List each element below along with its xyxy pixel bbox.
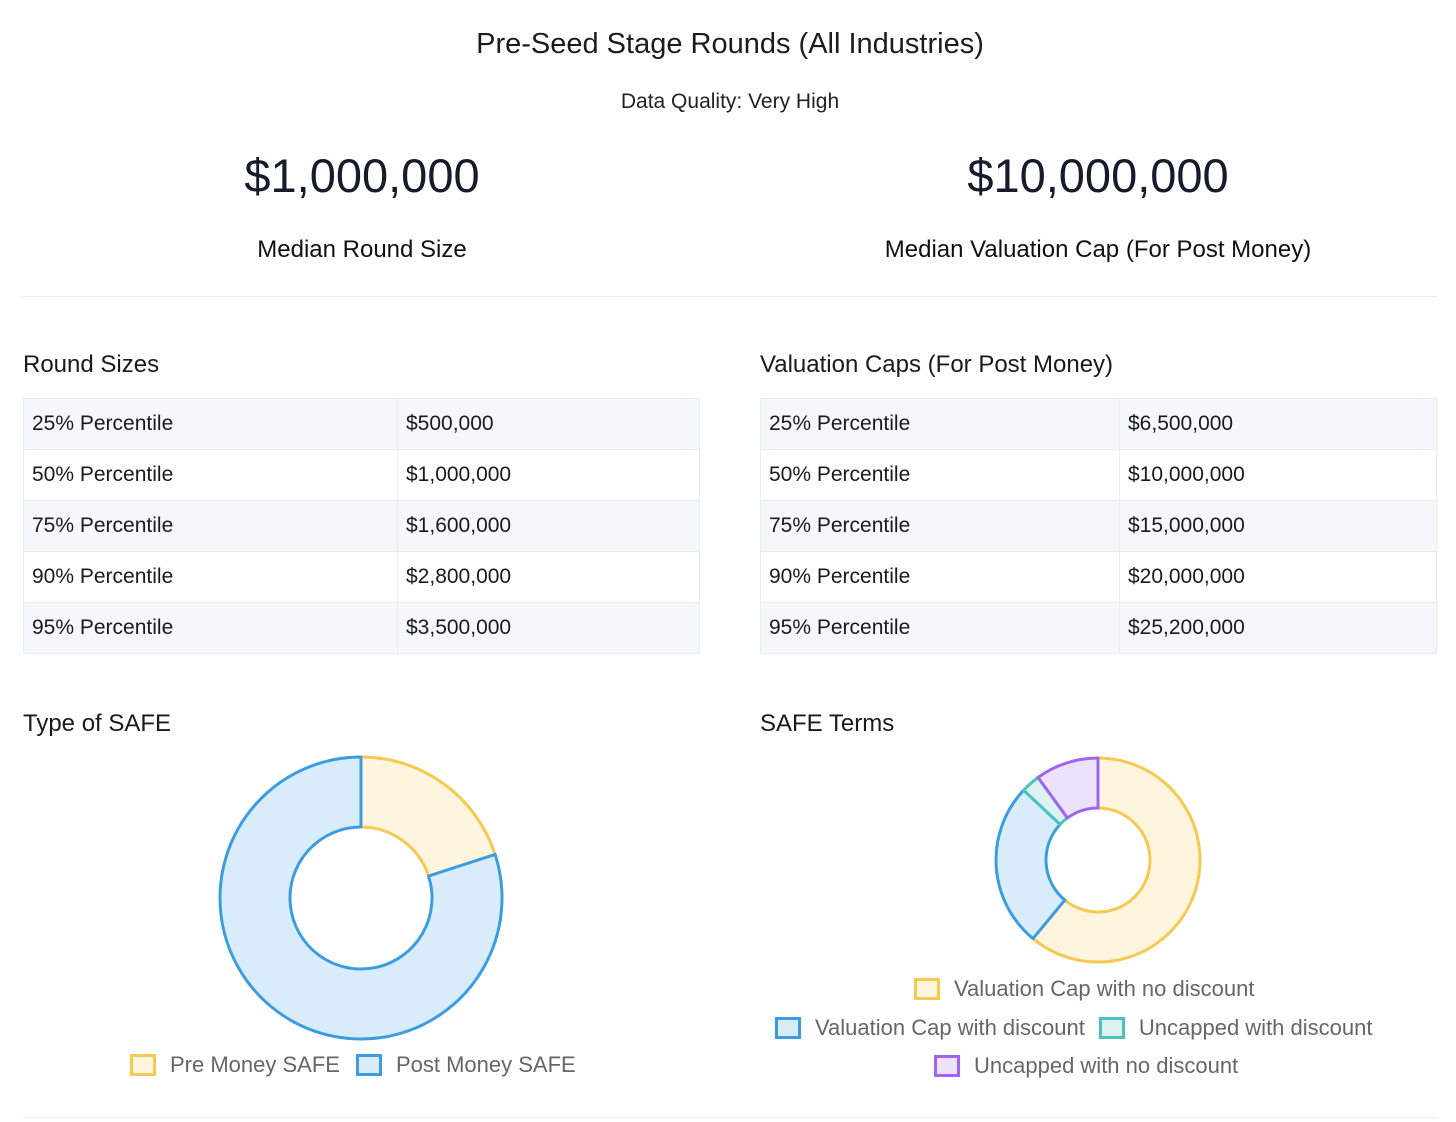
round-sizes-table: 25% Percentile $500,000 50% Percentile $1,… <box>23 398 700 654</box>
legend-swatch <box>934 1055 960 1077</box>
valuation-caps-title: Valuation Caps (For Post Money) <box>760 351 1114 378</box>
safe-terms-title: SAFE Terms <box>760 710 895 737</box>
median-round-size-label: Median Round Size <box>257 236 467 263</box>
percentile-label: 50% Percentile <box>760 449 1120 501</box>
legend-item-pre-money-safe[interactable]: Pre Money SAFE <box>130 1052 340 1078</box>
percentile-label: 25% Percentile <box>760 398 1120 450</box>
table-row: 50% Percentile $10,000,000 <box>760 449 1437 501</box>
table-row: 95% Percentile $25,200,000 <box>760 602 1437 654</box>
percentile-label: 95% Percentile <box>23 602 398 654</box>
table-row: 75% Percentile $1,600,000 <box>23 500 700 552</box>
legend-item-uncapped-with-discount[interactable]: Uncapped with discount <box>1098 1015 1373 1041</box>
slice-valuation-cap-with-discount[interactable] <box>994 788 1067 941</box>
legend-swatch <box>775 1017 801 1039</box>
legend-item-valuation-cap-with-discount[interactable]: Valuation Cap with discount <box>775 1015 1085 1041</box>
percentile-value: $15,000,000 <box>1119 500 1437 552</box>
legend-label: Valuation Cap with no discount <box>954 976 1255 1001</box>
slice-uncapped-with-no-discount[interactable] <box>1036 756 1100 820</box>
percentile-label: 95% Percentile <box>760 602 1120 654</box>
table-row: 95% Percentile $3,500,000 <box>23 602 700 654</box>
percentile-value: $1,000,000 <box>397 449 700 501</box>
percentile-value: $6,500,000 <box>1119 398 1437 450</box>
percentile-value: $3,500,000 <box>397 602 700 654</box>
median-valuation-cap-value: $10,000,000 <box>967 149 1229 202</box>
legend-swatch <box>914 978 940 1000</box>
table-row: 50% Percentile $1,000,000 <box>23 449 700 501</box>
legend-label: Valuation Cap with discount <box>815 1015 1085 1040</box>
percentile-label: 90% Percentile <box>23 551 398 603</box>
table-row: 25% Percentile $6,500,000 <box>760 398 1437 450</box>
percentile-label: 75% Percentile <box>23 500 398 552</box>
legend-swatch <box>1098 1017 1125 1039</box>
percentile-value: $500,000 <box>397 398 700 450</box>
legend-swatch <box>355 1054 382 1076</box>
slice-pre-money-safe[interactable] <box>359 755 497 878</box>
slice-post-money-safe[interactable] <box>218 755 504 1041</box>
table-row: 75% Percentile $15,000,000 <box>760 500 1437 552</box>
legend-label: Pre Money SAFE <box>170 1052 340 1077</box>
legend-label: Uncapped with discount <box>1138 1015 1373 1040</box>
legend-label: Post Money SAFE <box>395 1052 576 1077</box>
percentile-value: $10,000,000 <box>1119 449 1437 501</box>
median-round-size-value: $1,000,000 <box>244 149 480 202</box>
slice-valuation-cap-with-no-discount[interactable] <box>1031 756 1202 964</box>
data-quality-label: Data Quality: Very High <box>620 90 840 113</box>
legend-item-uncapped-no-discount[interactable]: Uncapped with no discount <box>934 1053 1238 1079</box>
percentile-value: $25,200,000 <box>1119 602 1437 654</box>
percentile-value: $2,800,000 <box>397 551 700 603</box>
top-divider <box>22 296 1438 297</box>
valuation-caps-table: 25% Percentile $6,500,000 50% Percentile $… <box>760 398 1437 654</box>
safe-terms-legend-row-1: Valuation Cap with no discount <box>914 976 1254 1002</box>
legend-item-post-money-safe[interactable]: Post Money SAFE <box>355 1052 576 1078</box>
legend-item-valuation-cap-no-discount[interactable]: Valuation Cap with no discount <box>914 976 1254 1002</box>
legend-swatch <box>130 1054 156 1076</box>
percentile-label: 25% Percentile <box>23 398 398 450</box>
table-row: 25% Percentile $500,000 <box>23 398 700 450</box>
bottom-divider <box>22 1117 1438 1118</box>
round-sizes-title: Round Sizes <box>23 351 160 378</box>
percentile-label: 50% Percentile <box>23 449 398 501</box>
page-title: Pre-Seed Stage Rounds (All Industries) <box>476 28 984 60</box>
median-valuation-cap-label: Median Valuation Cap (For Post Money) <box>884 236 1312 263</box>
percentile-value: $1,600,000 <box>397 500 700 552</box>
percentile-value: $20,000,000 <box>1119 551 1437 603</box>
type-of-safe-title: Type of SAFE <box>23 710 172 737</box>
table-row: 90% Percentile $2,800,000 <box>23 551 700 603</box>
type-of-safe-legend: Pre Money SAFE Post Money SAFE <box>130 1052 576 1078</box>
safe-terms-legend-row-3: Uncapped with no discount <box>934 1053 1238 1079</box>
legend-label: Uncapped with no discount <box>974 1053 1239 1078</box>
safe-terms-legend-row-2: Valuation Cap with discount Uncapped wit… <box>775 1015 1372 1041</box>
percentile-label: 75% Percentile <box>760 500 1120 552</box>
